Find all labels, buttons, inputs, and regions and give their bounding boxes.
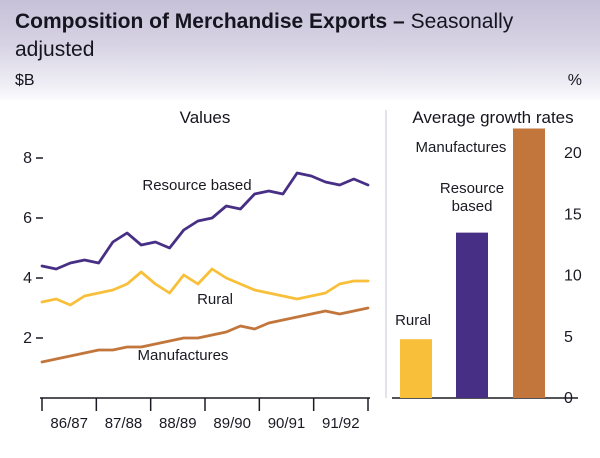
rural-bar-label: Rural [395, 312, 431, 329]
svg-text:10: 10 [564, 268, 582, 285]
svg-text:6: 6 [23, 210, 32, 227]
manufactures-line-label: Manufactures [137, 347, 229, 364]
svg-text:20: 20 [564, 145, 582, 162]
rural-line-label: Rural [197, 291, 233, 308]
manufactures-bar-label: Manufactures [415, 139, 507, 156]
svg-text:2: 2 [23, 330, 32, 347]
svg-text:86/87: 86/87 [50, 415, 88, 432]
svg-text:4: 4 [23, 270, 32, 287]
chart-title-subtitle: Seasonally adjusted [15, 10, 514, 62]
values-panel-title: Values [179, 108, 231, 127]
resource-based-bar-label: Resource based [439, 180, 505, 215]
chart-title-bold: Composition of Merchandise Exports – [15, 10, 405, 33]
svg-text:5: 5 [564, 329, 573, 346]
chart-title: Composition of Merchandise Exports – Sea… [15, 8, 580, 65]
resource-based-line-label: Resource based [142, 177, 252, 194]
svg-text:0: 0 [564, 390, 573, 407]
left-axis-unit-label: $B [15, 72, 35, 89]
svg-text:15: 15 [564, 206, 582, 223]
growth-panel-title: Average growth rates [412, 108, 574, 127]
svg-text:90/91: 90/91 [268, 415, 306, 432]
chart-header [0, 0, 600, 100]
svg-text:88/89: 88/89 [159, 415, 197, 432]
svg-text:8: 8 [23, 150, 32, 167]
svg-text:91/92: 91/92 [322, 415, 360, 432]
right-axis-unit-label: % [567, 72, 582, 89]
svg-text:89/90: 89/90 [213, 415, 251, 432]
svg-text:87/88: 87/88 [105, 415, 143, 432]
